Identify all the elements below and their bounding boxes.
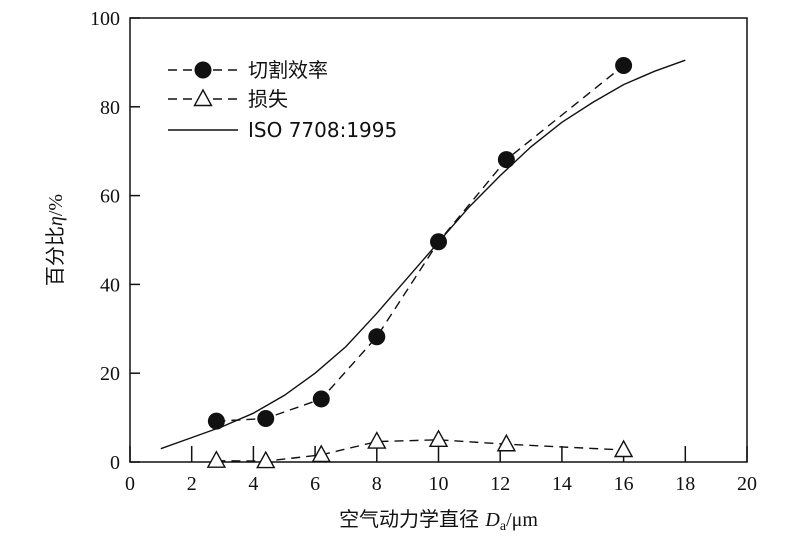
y-tick-label: 60	[100, 186, 120, 208]
x-tick-label: 0	[125, 473, 135, 495]
data-point	[257, 409, 275, 427]
y-tick-label: 0	[110, 452, 120, 474]
data-point	[367, 431, 387, 449]
x-tick-label: 2	[187, 473, 197, 495]
x-tick-label: 4	[248, 473, 258, 495]
x-tick-label: 10	[429, 473, 449, 495]
x-tick-label: 16	[614, 473, 634, 495]
x-tick-label: 6	[310, 473, 320, 495]
y-tick-label: 40	[100, 274, 120, 296]
data-point	[206, 450, 227, 468]
legend-label: 切割效率	[248, 58, 328, 82]
series-0	[207, 57, 633, 430]
data-point	[430, 233, 447, 251]
y-axis-title-text: 百分比	[43, 226, 67, 286]
x-axis-title-subscript: a	[500, 519, 507, 534]
data-point	[368, 328, 386, 346]
x-axis-title-variable: D	[484, 509, 500, 531]
series-2	[160, 59, 686, 450]
data-point	[312, 390, 330, 408]
y-tick-label: 20	[100, 363, 120, 385]
x-tick-label: 8	[372, 473, 382, 495]
data-point	[497, 151, 515, 169]
data-point	[428, 429, 449, 447]
y-axis-title: 百分比η/%	[43, 194, 67, 286]
x-tick-label: 18	[675, 473, 695, 495]
data-point	[311, 444, 331, 463]
legend-label: ISO 7708:1995	[248, 118, 397, 142]
x-axis-title-unit: /μm	[506, 509, 538, 531]
series-line	[160, 59, 686, 450]
x-tick-label: 12	[490, 473, 510, 495]
y-axis: 0 20 40 60 80 100	[90, 8, 140, 474]
data-point	[615, 57, 633, 75]
legend-marker	[194, 61, 212, 79]
y-axis-title-unit: /%	[45, 194, 67, 216]
data-point	[496, 433, 517, 452]
x-axis-title-text: 空气动力学直径	[339, 507, 485, 531]
y-axis-title-variable: η	[45, 216, 67, 226]
x-tick-label: 20	[737, 473, 757, 495]
data-point	[207, 412, 225, 430]
data-point	[613, 439, 634, 458]
legend-marker	[193, 88, 213, 107]
x-axis: 0 2 4 6 8 10 12 14 16 18 20	[125, 446, 757, 495]
x-tick-label: 14	[552, 473, 572, 495]
x-axis-title: 空气动力学直径 Da/μm	[339, 507, 538, 534]
legend-item: 损失	[168, 87, 288, 111]
series-1	[206, 429, 634, 469]
y-tick-label: 100	[90, 8, 120, 30]
series-layer	[160, 57, 686, 469]
y-tick-label: 80	[100, 97, 120, 119]
legend-item: ISO 7708:1995	[168, 118, 397, 142]
legend-label: 损失	[248, 87, 288, 111]
data-point	[256, 450, 276, 469]
legend-item: 切割效率	[168, 58, 328, 82]
